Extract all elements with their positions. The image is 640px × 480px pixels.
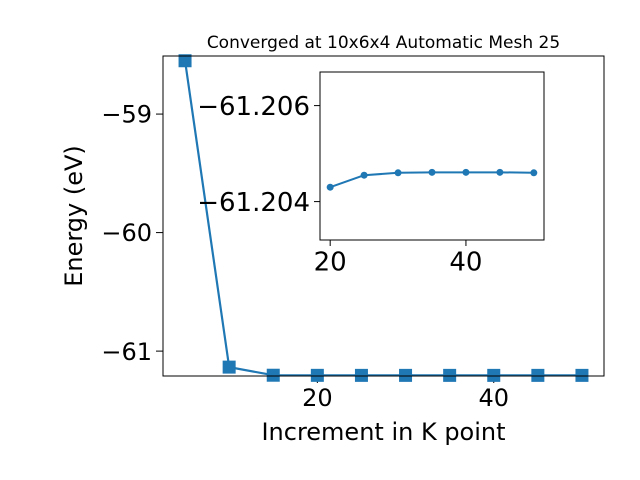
main-chart-title: Converged at 10x6x4 Automatic Mesh 25 (207, 33, 560, 53)
main-data-point (310, 368, 324, 382)
main-data-point (399, 368, 413, 382)
main-y-tick-label: −59 (101, 101, 152, 129)
main-series-line (183, 60, 582, 377)
inset-data-point (530, 169, 538, 177)
main-x-tick-label: 40 (478, 384, 509, 412)
main-data-point (222, 360, 236, 374)
main-data-point (531, 368, 545, 382)
main-y-tick-label: −60 (101, 219, 152, 247)
inset-data-point (360, 171, 368, 179)
main-data-point (354, 368, 368, 382)
main-axes-frame (162, 55, 605, 377)
main-data-point (178, 54, 192, 68)
main-data-point (266, 368, 280, 382)
main-data-point (487, 368, 501, 382)
inset-data-point (326, 183, 334, 191)
inset-plot-area (320, 72, 544, 240)
main-y-tick-label: −61 (101, 338, 152, 366)
inset-data-point (496, 168, 504, 176)
inset-data-point (394, 169, 402, 177)
inset-data-point (462, 168, 470, 176)
main-x-tick-label: 20 (302, 384, 333, 412)
inset-x-tick-label: 20 (314, 248, 347, 278)
inset-x-tick-label: 40 (449, 248, 482, 278)
inset-y-tick-label: −61.206 (197, 92, 310, 122)
inset-y-tick-label: −61.204 (197, 188, 310, 218)
inset-chart: 20 40 −61.206 −61.204 (197, 71, 545, 278)
main-y-axis-label: Energy (eV) (60, 145, 88, 287)
inset-axes-frame (319, 71, 545, 241)
main-data-point (575, 368, 589, 382)
main-x-axis-label: Increment in K point (261, 418, 505, 446)
inset-data-point (428, 168, 436, 176)
main-data-point (443, 368, 457, 382)
